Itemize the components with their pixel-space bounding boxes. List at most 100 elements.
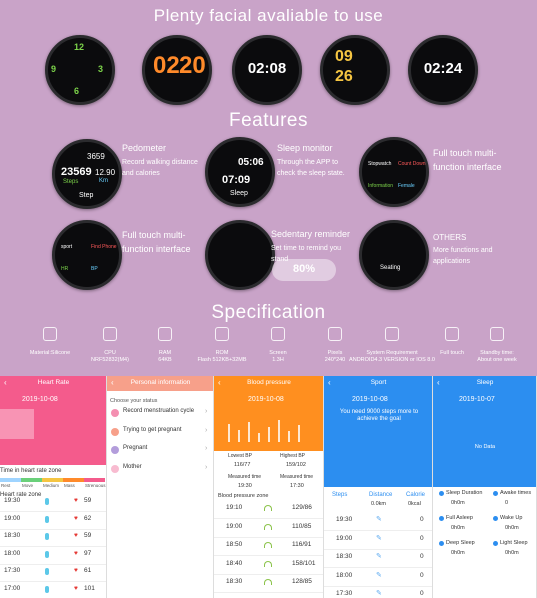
feature-watch-text: 12.90 [95, 168, 116, 177]
status-item[interactable]: Pregnant [123, 445, 148, 451]
stat-label: Light Sleep [500, 540, 528, 546]
spec-label: CPU [104, 350, 116, 356]
divider [0, 563, 106, 565]
phone-screen: Blood pressure ‹ 2019-10-08 Lowest BP 116/77… [214, 376, 324, 598]
feature-watch: 05:06 07:09 Sleep [205, 137, 275, 207]
stat-label: Deep Sleep [446, 540, 475, 546]
legend-bar [21, 478, 42, 482]
stat-label: Measured time [280, 474, 314, 480]
app-header [433, 376, 536, 391]
row-icon [45, 533, 49, 540]
stat-label: Wake Up [500, 515, 523, 521]
chart-bar [248, 422, 250, 442]
stat-label: Highest BP [280, 453, 306, 459]
spec-icon [103, 327, 117, 341]
row-icon [45, 568, 49, 575]
stat-value: 159/102 [286, 462, 306, 468]
row-time: 18:30 [336, 553, 353, 560]
heart: ♥ [74, 549, 78, 557]
screen-banner [433, 391, 536, 487]
spec-label: Standby time: [480, 350, 514, 356]
column-value: 0kcal [408, 501, 421, 507]
chart-bar [288, 431, 290, 442]
row-icon: ✎ [376, 571, 382, 579]
watch-face-text: 9 [51, 64, 57, 74]
feature-text: Record walking distance and calories [122, 159, 198, 178]
status-item[interactable]: Mother [123, 463, 142, 470]
feature-watch [205, 220, 275, 290]
row-time: 17:30 [336, 590, 353, 597]
section-title: Time in heart rate zone [0, 468, 62, 474]
row-value: 110/85 [292, 522, 312, 530]
legend-bar [42, 478, 63, 482]
watch-face-text: 09 [335, 48, 353, 65]
row-time: 18:30 [226, 578, 243, 585]
legend-label: Move [22, 483, 34, 488]
feature-watch-text: Km [99, 178, 108, 184]
divider [0, 528, 106, 530]
legend-label: Mass [64, 483, 75, 488]
section-title: Blood pressure zone [218, 493, 269, 499]
feature-watch-text: Step [79, 192, 94, 199]
divider [214, 592, 323, 593]
divider [0, 546, 106, 547]
row-icon [45, 498, 49, 505]
spec-label: Screen [269, 350, 287, 356]
row-time: 18:40 [226, 559, 243, 567]
spec-icon [445, 327, 459, 341]
watch-face-text: 12 [74, 42, 85, 52]
status-item[interactable]: Record menstruation cycle [123, 408, 195, 414]
stat-value: 0h0m [451, 525, 465, 531]
row-value: 62 [84, 514, 92, 522]
row-value: 97 [84, 549, 92, 557]
status-item[interactable]: Trying to get pregnant [123, 426, 182, 433]
empty-state: No Data [474, 444, 496, 450]
spec-icon [158, 327, 172, 341]
spec-value: 240*240 [324, 357, 346, 363]
watch-face-text: 02:24 [423, 60, 463, 77]
feature-watch: Stopwatch Count Down Information Female [359, 137, 429, 207]
stat-label: Lowest BP [228, 453, 252, 459]
feature-title: Full touch multi-function interface [433, 148, 502, 173]
watch-face-text: 20 [179, 52, 206, 79]
badge: 80% [272, 259, 336, 281]
row-value: 61 [84, 567, 92, 574]
legend-bar [84, 478, 105, 482]
stat-value: 0h0m [451, 500, 465, 506]
watch-face: 02:24 [408, 35, 478, 105]
row-icon: ✎ [376, 516, 382, 523]
heart: ♥ [74, 567, 78, 574]
row-time: 19:30 [4, 497, 21, 504]
spec-label: Full touch [440, 350, 464, 356]
spec-value: Flash 512KB+32MB [197, 357, 247, 363]
stat-label: Sleep Duration [446, 490, 483, 496]
feature-watch-text: BP [91, 266, 98, 272]
feature-watch-text: Information [368, 183, 394, 189]
row-value: 101 [84, 584, 95, 592]
stat-label: Measured time [228, 474, 262, 480]
specification-title: Specification [211, 302, 326, 323]
feature-title: Sleep monitor [277, 143, 333, 153]
feature-watch-text: Seating [380, 265, 401, 271]
row-icon [264, 505, 272, 511]
feature-watch-text: sport [61, 244, 73, 250]
chevron: › [205, 463, 208, 471]
spec-label: Material:Silicone [29, 350, 71, 356]
feature-watch-text: 3659 [87, 152, 105, 161]
spec-icon [328, 327, 342, 341]
feature-watch-text: Count Down [398, 161, 426, 167]
date: 2019-10-08 [352, 396, 388, 403]
item-icon [111, 464, 119, 473]
chart-bar [228, 424, 230, 442]
stat-icon [493, 491, 498, 496]
chart-bar [238, 430, 240, 442]
date: 2019-10-08 [248, 396, 284, 403]
spec-icon [271, 327, 285, 341]
spec-value: 64KB [158, 357, 172, 363]
back-arrow: ‹ [328, 378, 331, 387]
column-label: Distance [369, 492, 393, 498]
stat-icon [439, 491, 444, 496]
legend-bar [63, 478, 84, 482]
item-icon [111, 427, 119, 436]
row-value: 128/85 [292, 578, 312, 585]
